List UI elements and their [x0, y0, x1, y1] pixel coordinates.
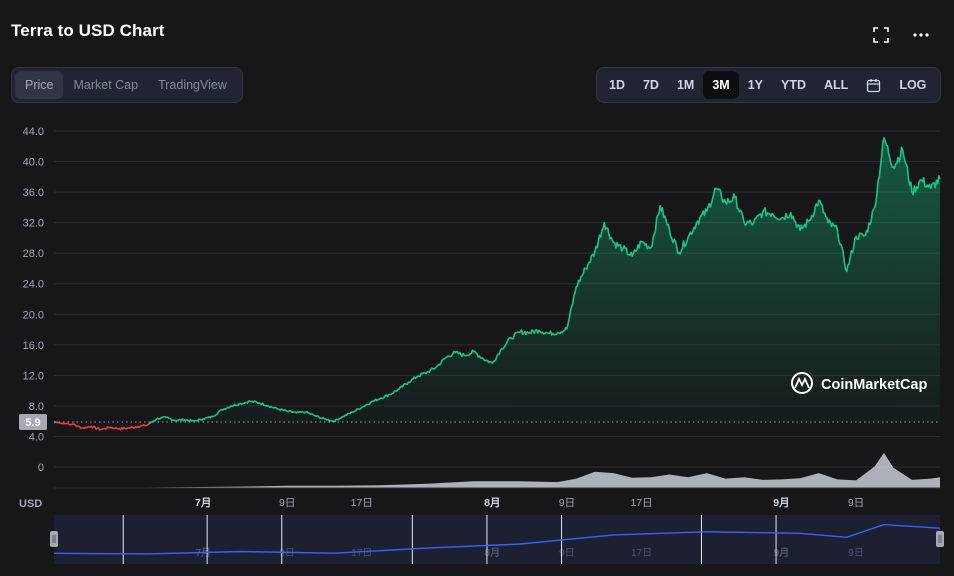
volume-bars — [54, 452, 940, 488]
y-tick-label: 8.0 — [29, 401, 44, 413]
volume-area — [54, 452, 940, 488]
navigator-tick-label: 17日 — [631, 548, 652, 559]
navigator-handle-body — [50, 531, 58, 547]
x-tick-label: 7月 — [195, 497, 211, 509]
y-tick-label: 28.0 — [23, 248, 44, 260]
price-area — [54, 137, 940, 422]
range-1y[interactable]: 1Y — [747, 78, 764, 92]
price-series: 5.9 — [19, 137, 941, 431]
price-line-down — [56, 421, 152, 431]
navigator-tick-label: 9日 — [848, 548, 864, 559]
range-3m[interactable]: 3M — [703, 71, 739, 99]
fullscreen-icon[interactable] — [870, 24, 892, 46]
more-icon[interactable] — [910, 24, 932, 46]
grid-lines — [54, 130, 940, 468]
time-range-tabs: 1D 7D 1M 3M 1Y YTD ALL LOG — [596, 67, 941, 103]
navigator-tick-label: 9日 — [279, 548, 295, 559]
page-title: Terra to USD Chart — [11, 21, 165, 40]
reference-label: 5.9 — [25, 417, 40, 429]
header-actions — [870, 24, 932, 46]
y-tick-label: 4.0 — [29, 431, 44, 443]
navigator-line — [53, 523, 941, 555]
navigator-background — [54, 515, 940, 564]
x-tick-label: 9日 — [559, 497, 575, 509]
y-tick-label: 40.0 — [23, 157, 44, 169]
range-all[interactable]: ALL — [824, 78, 849, 92]
navigator-tick-label: 7月 — [195, 547, 211, 559]
tab-market-cap[interactable]: Market Cap — [73, 78, 139, 92]
calendar-icon[interactable] — [857, 71, 890, 99]
range-1m[interactable]: 1M — [676, 78, 695, 92]
y-tick-label: 0 — [38, 462, 44, 474]
range-ytd[interactable]: YTD — [781, 78, 807, 92]
price-line-up — [148, 137, 941, 425]
watermark-text: CoinMarketCap — [821, 377, 927, 393]
navigator-tick-label: 8月 — [485, 547, 501, 559]
x-tick-label: 8月 — [484, 497, 500, 509]
x-tick-label: 17日 — [630, 497, 652, 509]
tab-tradingview[interactable]: TradingView — [158, 78, 227, 92]
navigator-tick-label: 17日 — [351, 548, 372, 559]
navigator-handle-body — [936, 531, 944, 547]
reference-label-box — [19, 413, 47, 430]
y-tick-label: 32.0 — [23, 218, 44, 230]
x-tick-label: 17日 — [351, 497, 373, 509]
chart-type-tabs: Price Market Cap TradingView — [11, 67, 243, 103]
currency-label: USD — [19, 498, 42, 510]
x-tick-label: 9日 — [279, 497, 295, 509]
range-1d[interactable]: 1D — [609, 78, 625, 92]
y-tick-label: 20.0 — [23, 309, 44, 321]
y-axis: 44.0 40.0 36.0 32.0 28.0 24.0 20.0 16.0 12.0 8.0 4… — [19, 126, 44, 510]
coinmarketcap-watermark: CoinMarketCap — [791, 372, 927, 394]
log-scale-toggle[interactable]: LOG — [899, 78, 927, 92]
navigator-tick-label: 9日 — [559, 548, 575, 559]
y-tick-label: 16.0 — [23, 340, 44, 352]
y-tick-label: 36.0 — [23, 187, 44, 199]
range-7d[interactable]: 7D — [642, 78, 659, 92]
tab-price[interactable]: Price — [15, 71, 64, 99]
x-tick-label: 9日 — [848, 497, 864, 509]
range-navigator[interactable]: 7月 9日 17日 8月 9日 17日 9月 9日 — [50, 515, 944, 564]
price-line-up — [53, 421, 59, 424]
x-tick-label: 9月 — [773, 497, 789, 509]
y-tick-label: 12.0 — [23, 370, 44, 382]
navigator-handle-right[interactable] — [936, 531, 944, 547]
x-axis: 7月 9日 17日 8月 9日 17日 9月 9日 — [54, 487, 940, 509]
y-tick-label: 44.0 — [23, 126, 44, 138]
navigator-handle-left[interactable] — [50, 531, 58, 547]
y-tick-label: 24.0 — [23, 279, 44, 291]
navigator-tick-label: 9月 — [774, 547, 790, 559]
